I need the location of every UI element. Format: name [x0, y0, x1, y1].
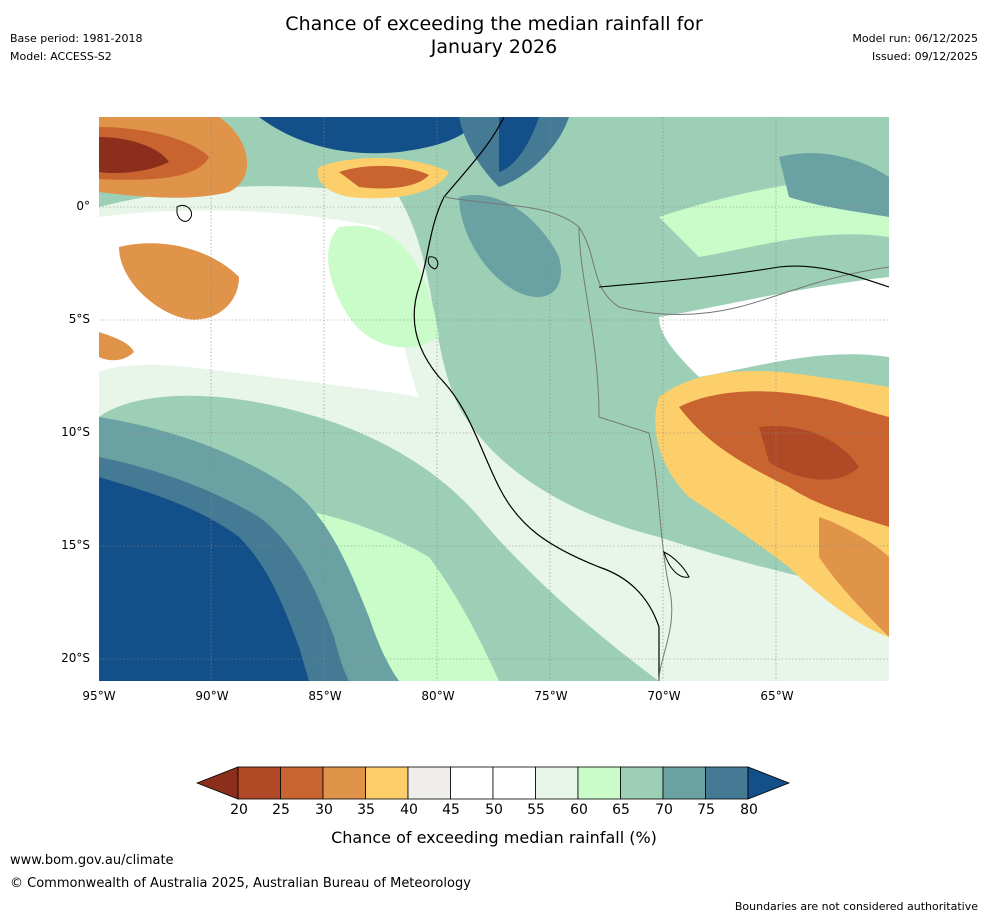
colorbar-segment	[450, 766, 494, 800]
colorbar-under-arrow	[196, 766, 239, 800]
cb-tick-40: 40	[400, 802, 418, 818]
nw-dry-20	[99, 137, 169, 174]
southeast-dry-35	[819, 517, 889, 637]
title-line-1: Chance of exceeding the median rainfall …	[285, 13, 703, 35]
colorbar-over-arrow	[747, 766, 791, 800]
lon-label-6: 65°W	[760, 689, 794, 703]
issued-date: Issued: 09/12/2025	[871, 50, 978, 63]
north-dry-30	[339, 165, 429, 189]
amazon-patch-70	[459, 195, 561, 297]
colorbar-segment	[407, 766, 451, 800]
south-pacific-80	[99, 477, 309, 681]
title-line-2: January 2026	[430, 36, 558, 58]
colorbar-title: Chance of exceeding median rainfall (%)	[331, 828, 657, 847]
colorbar-segment	[662, 766, 706, 800]
colorbar-segment	[705, 766, 749, 800]
map-svg	[99, 117, 889, 681]
lat-label-3: 15°S	[61, 538, 90, 552]
lat-label-2: 10°S	[61, 425, 90, 439]
colorbar-segment	[492, 766, 536, 800]
coastline	[413, 117, 660, 681]
lon-label-2: 85°W	[308, 689, 342, 703]
cb-tick-45: 45	[442, 802, 460, 818]
map-title: Chance of exceeding the median rainfall …	[0, 13, 988, 59]
lat-label-0: 0°	[76, 199, 90, 213]
cb-tick-55: 55	[527, 802, 545, 818]
colorbar-segment	[620, 766, 664, 800]
cb-tick-80: 80	[740, 802, 758, 818]
footer-url[interactable]: www.bom.gov.au/climate	[10, 853, 174, 868]
lat-label-4: 20°S	[61, 651, 90, 665]
colorbar-segment	[322, 766, 366, 800]
cb-tick-35: 35	[357, 802, 375, 818]
colorbar-segment	[577, 766, 621, 800]
lon-label-3: 80°W	[421, 689, 455, 703]
colorbar-segment	[365, 766, 409, 800]
meta-right: Model run: 06/12/2025 Issued: 09/12/2025	[852, 32, 978, 68]
cb-tick-25: 25	[272, 802, 290, 818]
west-dry-small	[99, 332, 134, 361]
national-border-2	[578, 226, 673, 681]
green-patch-coast	[328, 225, 439, 348]
lon-label-5: 70°W	[647, 689, 681, 703]
amazon-river	[598, 265, 889, 288]
galapagos-islands	[176, 204, 193, 222]
cb-tick-60: 60	[570, 802, 588, 818]
meta-left: Base period: 1981-2018 Model: ACCESS-S2	[10, 32, 142, 68]
coastal-island	[427, 256, 439, 270]
west-dry-35	[119, 243, 239, 320]
colorbar-segment	[237, 766, 281, 800]
graticule	[99, 117, 889, 681]
base-period: Base period: 1981-2018	[10, 32, 143, 45]
colorbar-segment	[280, 766, 324, 800]
northeast-70	[779, 153, 889, 217]
rainfall-map	[99, 117, 889, 681]
lake-titicaca	[663, 551, 690, 578]
national-border-1	[443, 196, 889, 315]
cb-tick-30: 30	[315, 802, 333, 818]
footer-copyright: © Commonwealth of Australia 2025, Austra…	[10, 876, 471, 891]
cb-tick-70: 70	[655, 802, 673, 818]
footer-note: Boundaries are not considered authoritat…	[734, 900, 978, 913]
model-run: Model run: 06/12/2025	[852, 32, 978, 45]
lon-label-4: 75°W	[534, 689, 568, 703]
colorbar	[196, 766, 791, 800]
east-dry-25	[759, 426, 859, 480]
model-name: Model: ACCESS-S2	[10, 50, 112, 63]
lat-label-1: 5°S	[68, 312, 90, 326]
cb-tick-20: 20	[230, 802, 248, 818]
andes-north-80	[499, 117, 539, 172]
north-pacific-80	[259, 117, 479, 154]
white-region-east	[659, 277, 889, 377]
cb-tick-75: 75	[697, 802, 715, 818]
colorbar-segment	[535, 766, 579, 800]
cb-tick-50: 50	[485, 802, 503, 818]
lon-label-0: 95°W	[82, 689, 116, 703]
cb-tick-65: 65	[612, 802, 630, 818]
lon-label-1: 90°W	[195, 689, 229, 703]
